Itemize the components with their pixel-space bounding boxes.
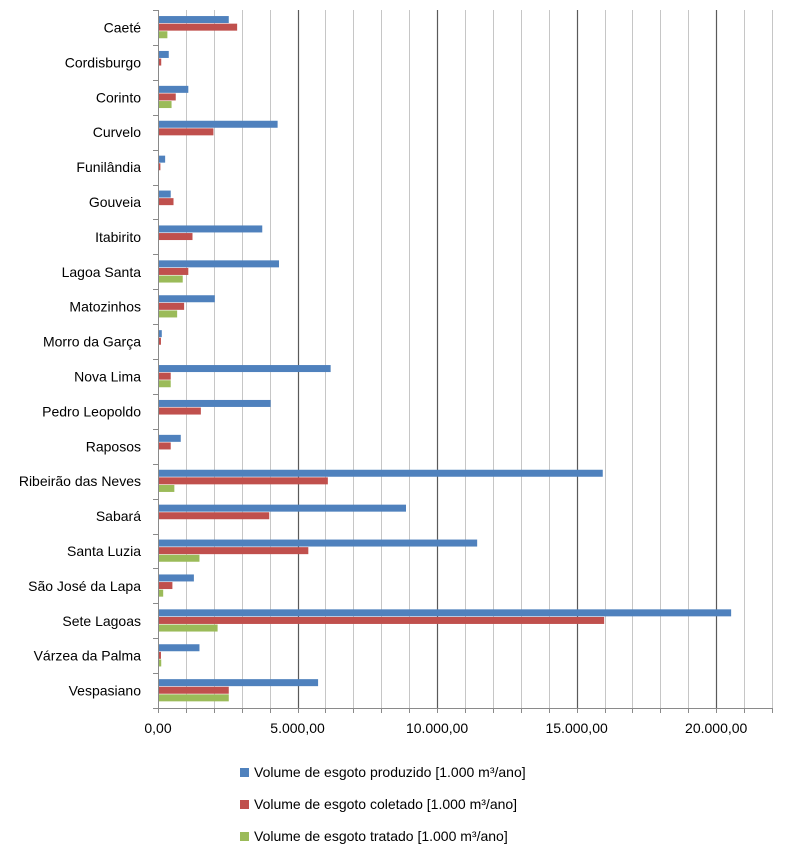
bar-raposos-produzido [159, 434, 181, 442]
bar-varzea-da-palma-tratado [159, 659, 162, 667]
bar-ribeirao-das-neves-coletado [159, 477, 328, 485]
x-tick-label: 5.000,00 [270, 720, 325, 736]
legend-swatch-tratado [240, 831, 249, 841]
bar-varzea-da-palma-coletado [159, 651, 161, 659]
legend-swatch-coletado [240, 799, 249, 809]
bar-lagoa-santa-produzido [159, 260, 280, 268]
bar-matozinhos-produzido [159, 295, 215, 303]
bar-cordisburgo-coletado [159, 58, 162, 66]
bar-morro-da-garca-coletado [159, 337, 161, 345]
bar-sabara-produzido [159, 504, 406, 512]
bar-caete-tratado [159, 31, 168, 39]
bar-sabara-coletado [159, 512, 270, 520]
category-label-curvelo: Curvelo [93, 124, 141, 140]
x-tick-label: 10.000,00 [406, 720, 468, 736]
bar-caete-produzido [159, 16, 229, 24]
x-tick-label: 20.000,00 [685, 720, 747, 736]
bar-raposos-coletado [159, 442, 171, 450]
category-label-sao-jose-da-lapa: São José da Lapa [28, 578, 141, 594]
legend-label-tratado: Volume de esgoto tratado [1.000 m³/ano] [254, 828, 508, 844]
category-label-nova-lima: Nova Lima [74, 368, 141, 384]
bar-funilandia-coletado [159, 163, 161, 171]
bar-vespasiano-coletado [159, 686, 229, 694]
category-label-ribeirao-das-neves: Ribeirão das Neves [19, 473, 141, 489]
category-label-sabara: Sabará [96, 508, 141, 524]
category-label-morro-da-garca: Morro da Garça [43, 334, 141, 350]
bar-itabirito-coletado [159, 233, 193, 241]
bar-ribeirao-das-neves-produzido [159, 469, 603, 477]
bar-curvelo-coletado [159, 128, 214, 136]
bar-lagoa-santa-tratado [159, 275, 183, 283]
bar-corinto-coletado [159, 93, 176, 101]
category-label-gouveia: Gouveia [89, 194, 141, 210]
legend-label-produzido: Volume de esgoto produzido [1.000 m³/ano… [254, 764, 526, 780]
legend-item-coletado: Volume de esgoto coletado [1.000 m³/ano] [240, 788, 526, 820]
category-label-matozinhos: Matozinhos [69, 299, 141, 315]
bar-itabirito-produzido [159, 225, 263, 233]
bar-lagoa-santa-coletado [159, 267, 189, 275]
category-label-sete-lagoas: Sete Lagoas [62, 613, 141, 629]
bar-sete-lagoas-produzido [159, 609, 732, 617]
axes [153, 10, 773, 713]
category-label-caete: Caeté [104, 19, 142, 35]
bar-ribeirao-das-neves-tratado [159, 484, 175, 492]
legend-item-tratado: Volume de esgoto tratado [1.000 m³/ano] [240, 820, 526, 852]
legend: Volume de esgoto produzido [1.000 m³/ano… [240, 756, 526, 852]
category-label-cordisburgo: Cordisburgo [65, 54, 141, 70]
x-tick-label: 15.000,00 [545, 720, 607, 736]
bar-vespasiano-tratado [159, 694, 229, 702]
bar-cordisburgo-produzido [159, 50, 169, 58]
bar-sao-jose-da-lapa-coletado [159, 582, 173, 590]
bar-santa-luzia-produzido [159, 539, 478, 547]
bar-curvelo-produzido [159, 120, 278, 128]
bar-caete-coletado [159, 23, 238, 31]
bar-nova-lima-coletado [159, 372, 171, 380]
category-label-santa-luzia: Santa Luzia [67, 543, 141, 559]
legend-swatch-produzido [240, 767, 249, 777]
legend-label-coletado: Volume de esgoto coletado [1.000 m³/ano] [254, 796, 518, 812]
bar-pedro-leopoldo-coletado [159, 407, 201, 415]
bar-santa-luzia-coletado [159, 547, 309, 555]
category-label-lagoa-santa: Lagoa Santa [62, 264, 142, 280]
bar-morro-da-garca-produzido [159, 330, 162, 338]
bar-sete-lagoas-coletado [159, 616, 605, 624]
bar-corinto-produzido [159, 85, 189, 93]
category-label-varzea-da-palma: Várzea da Palma [34, 648, 142, 664]
bar-pedro-leopoldo-produzido [159, 399, 271, 407]
bar-matozinhos-tratado [159, 310, 178, 318]
category-label-raposos: Raposos [86, 438, 141, 454]
x-tick-label: 0,00 [144, 720, 171, 736]
bar-funilandia-produzido [159, 155, 166, 163]
bar-vespasiano-produzido [159, 679, 319, 687]
gridlines [186, 10, 773, 708]
category-label-corinto: Corinto [96, 89, 141, 105]
bar-varzea-da-palma-produzido [159, 644, 200, 652]
bar-nova-lima-tratado [159, 380, 171, 388]
bar-gouveia-produzido [159, 190, 171, 198]
category-label-funilandia: Funilândia [76, 159, 141, 175]
bar-santa-luzia-tratado [159, 554, 200, 562]
bar-corinto-tratado [159, 101, 172, 109]
labels: 0,00 5.000,00 10.000,00 15.000,00 20.000,00 C… [19, 19, 748, 736]
bars [159, 16, 732, 702]
bar-matozinhos-coletado [159, 302, 185, 310]
bar-nova-lima-produzido [159, 365, 331, 373]
bar-sete-lagoas-tratado [159, 624, 218, 632]
bar-sao-jose-da-lapa-tratado [159, 589, 164, 597]
bar-gouveia-coletado [159, 198, 174, 206]
legend-item-produzido: Volume de esgoto produzido [1.000 m³/ano… [240, 756, 526, 788]
category-label-vespasiano: Vespasiano [69, 683, 142, 699]
bar-sao-jose-da-lapa-produzido [159, 574, 194, 582]
category-label-pedro-leopoldo: Pedro Leopoldo [42, 403, 141, 419]
category-label-itabirito: Itabirito [95, 229, 141, 245]
